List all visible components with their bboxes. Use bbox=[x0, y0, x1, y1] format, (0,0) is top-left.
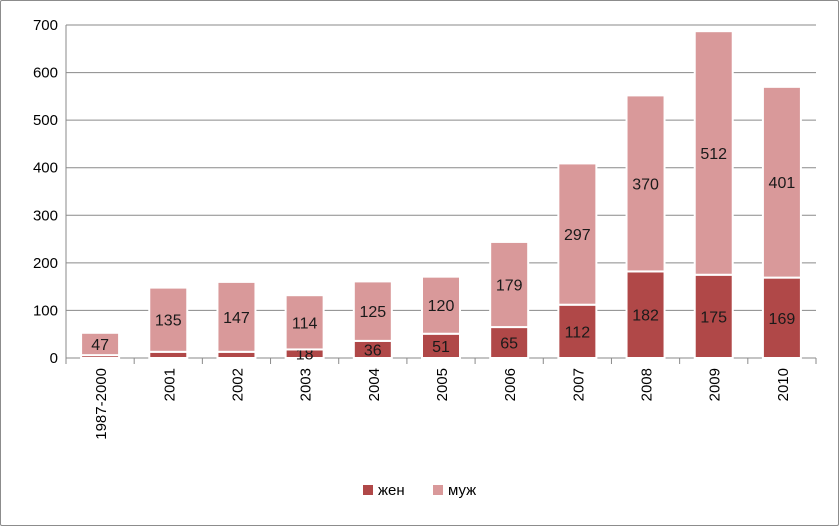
data-label: 147 bbox=[223, 310, 250, 327]
y-tick-label: 200 bbox=[33, 255, 58, 272]
data-label: 114 bbox=[292, 315, 318, 332]
legend-swatch bbox=[433, 485, 443, 495]
y-tick-label: 500 bbox=[33, 112, 58, 129]
data-label: 65 bbox=[500, 336, 518, 353]
y-tick-label: 300 bbox=[33, 207, 58, 224]
x-tick-label: 2008 bbox=[639, 368, 656, 401]
bar-zhen bbox=[489, 326, 530, 360]
data-label: 51 bbox=[432, 339, 450, 356]
x-tick-label: 1987-2000 bbox=[93, 368, 110, 440]
bar-muzh bbox=[557, 162, 598, 306]
bar-zhen bbox=[761, 276, 802, 359]
data-label: 370 bbox=[632, 176, 659, 193]
x-tick-label: 2004 bbox=[366, 368, 383, 401]
data-label: 169 bbox=[769, 311, 796, 328]
data-label: 297 bbox=[564, 227, 591, 244]
bar-muzh bbox=[625, 94, 666, 273]
y-tick-label: 700 bbox=[33, 17, 58, 34]
y-tick-label: 0 bbox=[50, 350, 58, 367]
data-label: 36 bbox=[364, 342, 382, 359]
bar-muzh bbox=[216, 280, 257, 353]
data-label: 125 bbox=[359, 304, 386, 321]
data-label: 175 bbox=[700, 309, 727, 326]
data-label: 112 bbox=[565, 324, 591, 341]
bar-muzh bbox=[421, 275, 461, 335]
data-label: 47 bbox=[91, 337, 109, 354]
x-tick-label: 2009 bbox=[707, 368, 724, 401]
data-label: 512 bbox=[700, 146, 727, 163]
x-tick-label: 2002 bbox=[229, 368, 246, 401]
bar-muzh bbox=[761, 85, 802, 279]
bar-muzh bbox=[352, 280, 393, 342]
legend-label: муж bbox=[448, 482, 476, 499]
data-label: 135 bbox=[155, 313, 182, 330]
x-tick-label: 2007 bbox=[570, 368, 587, 401]
bar-muzh bbox=[148, 286, 189, 353]
data-label: 120 bbox=[428, 298, 455, 315]
legend-swatch bbox=[363, 485, 373, 495]
legend-label: жен bbox=[378, 482, 405, 499]
y-tick-label: 600 bbox=[33, 65, 58, 82]
bar-muzh bbox=[693, 30, 734, 276]
y-tick-label: 400 bbox=[33, 160, 58, 177]
bar-muzh bbox=[284, 294, 325, 351]
bar-muzh bbox=[489, 240, 530, 329]
x-tick-label: 2010 bbox=[775, 368, 792, 401]
x-tick-label: 2001 bbox=[161, 368, 178, 401]
y-tick-label: 100 bbox=[33, 302, 58, 319]
x-tick-label: 2005 bbox=[434, 368, 451, 401]
x-tick-label: 2006 bbox=[502, 368, 519, 401]
bar-zhen bbox=[693, 273, 734, 359]
x-tick-label: 2003 bbox=[298, 368, 315, 401]
bar-zhen bbox=[557, 303, 598, 359]
bar-zhen bbox=[625, 270, 666, 360]
bar-muzh bbox=[80, 331, 121, 357]
data-label: 179 bbox=[496, 278, 523, 295]
data-label: 182 bbox=[632, 308, 659, 325]
data-label: 18 bbox=[296, 347, 314, 364]
data-label: 401 bbox=[769, 175, 796, 192]
